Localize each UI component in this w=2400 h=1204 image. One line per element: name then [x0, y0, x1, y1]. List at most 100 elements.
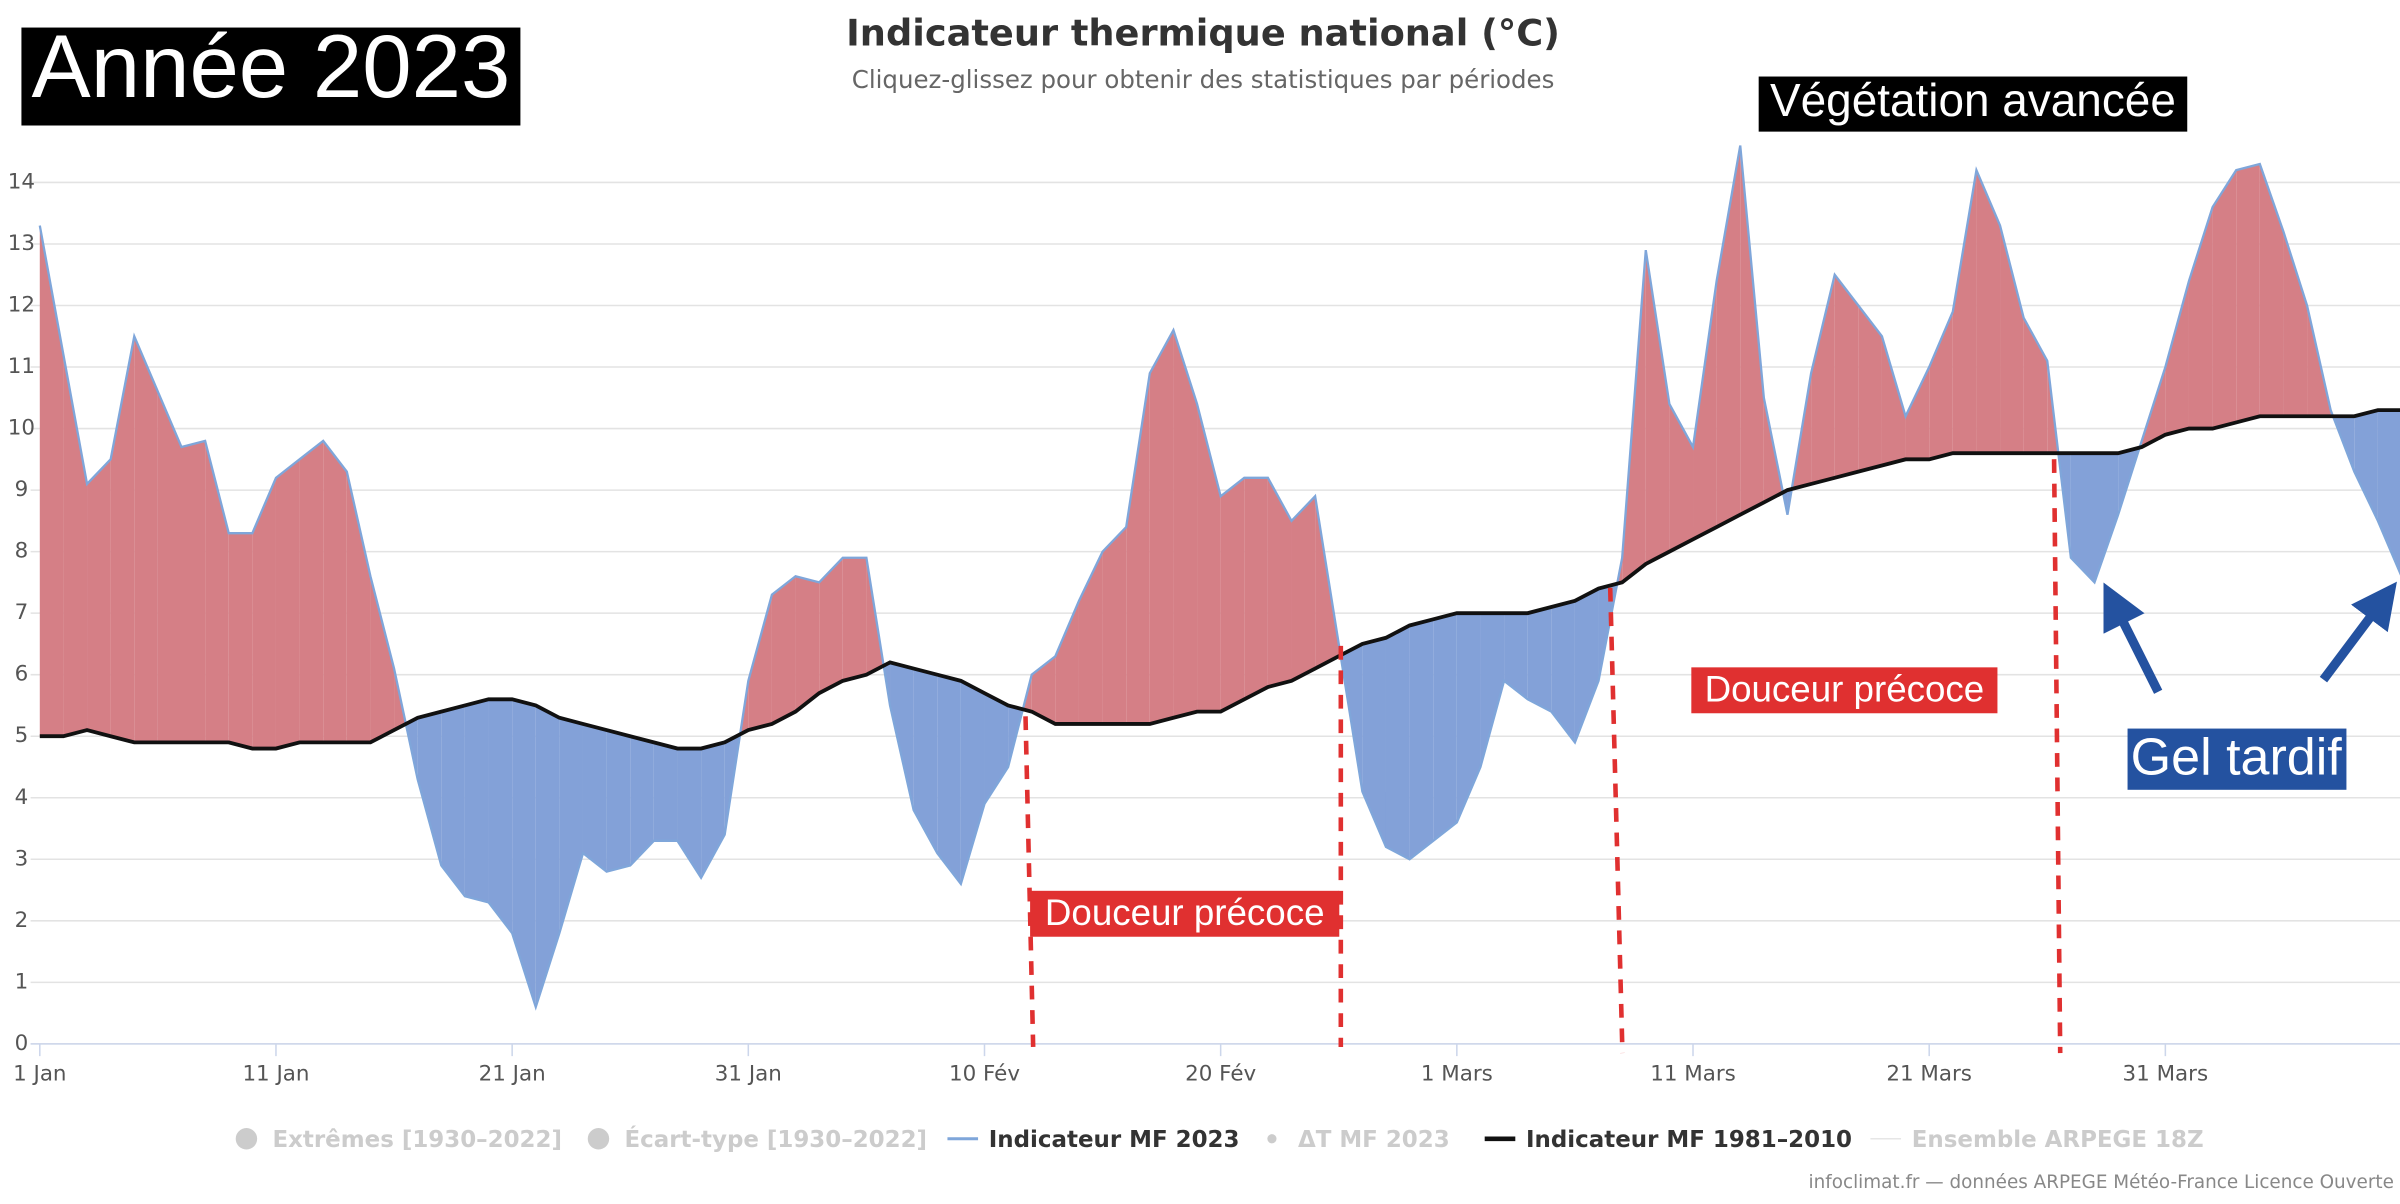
anomaly-fill [1716, 145, 1741, 528]
anomaly-fill [134, 336, 158, 743]
marker-line [1023, 716, 1036, 1047]
y-tick-label: 11 [8, 354, 35, 379]
y-tick-label: 8 [15, 539, 29, 564]
x-tick-label: 21 Jan [479, 1061, 546, 1086]
anomaly-fill [653, 742, 678, 841]
anomaly-fill [1149, 330, 1174, 724]
anomaly-fill [488, 699, 513, 934]
series-line [39, 408, 2400, 751]
annotation: Année 2023 [32, 17, 511, 116]
anomaly-fill [2333, 416, 2355, 472]
anomaly-fill [181, 440, 206, 743]
anomaly-fill [1881, 336, 1906, 466]
anomaly-fill [1362, 637, 1386, 847]
credits: infoclimat.fr — données ARPEGE Météo-Fra… [1809, 1172, 2394, 1193]
anomaly-fill [323, 440, 347, 743]
anomaly-fill [630, 736, 654, 866]
anomaly-fill [984, 693, 1009, 804]
anomaly-fill [795, 576, 820, 712]
anomaly-fill [205, 440, 229, 743]
label-box [2127, 728, 2347, 790]
annotation: Douceur précoce [1705, 669, 1985, 710]
legend-label[interactable]: Indicateur MF 1981–2010 [1526, 1127, 1852, 1153]
anomaly-fill [1291, 496, 1316, 681]
y-tick-label: 13 [8, 231, 35, 256]
anomaly-fill [370, 576, 395, 743]
anomaly-fill [559, 717, 583, 934]
anomaly-fill [2000, 225, 2024, 454]
annotation-lines [1023, 459, 2063, 1054]
y-tick-label: 2 [15, 908, 29, 933]
anomaly-fill [819, 557, 843, 694]
anomaly-fill [606, 730, 631, 872]
anomaly-fill [252, 477, 276, 749]
anomaly-fill [157, 391, 182, 743]
y-tick-label: 5 [15, 723, 29, 748]
anomaly-fill [417, 711, 442, 866]
anomaly-fill [110, 336, 135, 743]
label-box [1030, 890, 1340, 937]
anomaly-fill [63, 354, 88, 737]
legend-label[interactable]: Ensemble ARPEGE 18Z [1912, 1127, 2204, 1153]
y-tick-label: 12 [8, 293, 35, 318]
anomaly-fill [39, 225, 64, 737]
anomaly-fill [842, 557, 867, 681]
legend-label[interactable]: Indicateur MF 2023 [989, 1127, 1240, 1153]
anomaly-fill [2165, 280, 2189, 435]
anomaly-fill [1126, 373, 1150, 724]
anomaly-fill [1480, 613, 1505, 767]
anomaly-fill [771, 576, 796, 724]
anomaly-fill [1669, 403, 1694, 552]
anomaly-fill [1220, 477, 1245, 712]
x-tick-label: 20 Fév [1185, 1061, 1256, 1086]
anomaly-fill [2070, 453, 2095, 583]
anomaly-fill [299, 440, 324, 743]
anomaly-fill [1102, 527, 1127, 724]
x-tick-label: 31 Mars [2123, 1061, 2209, 1086]
legend: Extrêmes [1930–2022] Écart-type [1930–20… [235, 1125, 2204, 1153]
anomaly-fill [890, 662, 914, 811]
arrow [2103, 582, 2163, 694]
anomaly-fill [1693, 280, 1717, 540]
anomaly-fill [1197, 403, 1221, 712]
annotation: Douceur précoce [1045, 892, 1325, 933]
anomaly-fill [1409, 619, 1434, 860]
y-tick-label: 4 [15, 785, 29, 810]
x-tick-label: 1 Jan [13, 1061, 66, 1086]
anomaly-fill [464, 699, 489, 903]
legend-label[interactable]: Écart-type [1930–2022] [624, 1125, 927, 1153]
anomaly-fill [1952, 170, 1977, 454]
chart-title: Indicateur thermique national (°C) [846, 12, 1560, 55]
anomaly-fill [1433, 613, 1457, 841]
y-tick-label: 0 [15, 1031, 29, 1056]
y-tick-label: 14 [8, 169, 35, 194]
anomaly-fill [1740, 145, 1764, 515]
legend-label[interactable]: Extrêmes [1930–2022] [272, 1127, 562, 1153]
y-tick-label: 1 [15, 969, 29, 994]
anomaly-fill [582, 723, 607, 872]
x-tick-label: 11 Mars [1650, 1061, 1736, 1086]
anomaly-fill [1078, 551, 1103, 724]
anomaly-fill [677, 748, 702, 878]
anomaly-fill [960, 680, 985, 884]
anomaly-fill [1055, 600, 1079, 724]
anomaly-fill [913, 668, 938, 854]
anomaly-fill [1811, 274, 1835, 484]
anomaly-fill [1834, 274, 1859, 478]
anomaly-fill [275, 459, 300, 749]
anomaly-fill [748, 594, 772, 731]
anomaly-fill [1645, 250, 1670, 564]
anomaly-fill [937, 674, 961, 884]
anomaly-fill [2259, 163, 2284, 417]
y-tick-label: 7 [15, 600, 29, 625]
anomaly-fill [1244, 477, 1268, 700]
anomaly-fill [1527, 607, 1552, 712]
x-tick-label: 21 Mars [1886, 1061, 1972, 1086]
y-tick-label: 10 [8, 416, 35, 441]
marker-line [1607, 587, 1625, 1054]
anomaly-fill [1267, 477, 1292, 687]
anomaly-fill [1574, 588, 1599, 743]
legend-label[interactable]: ΔT MF 2023 [1298, 1127, 1450, 1153]
anomaly-fill [2212, 170, 2237, 429]
